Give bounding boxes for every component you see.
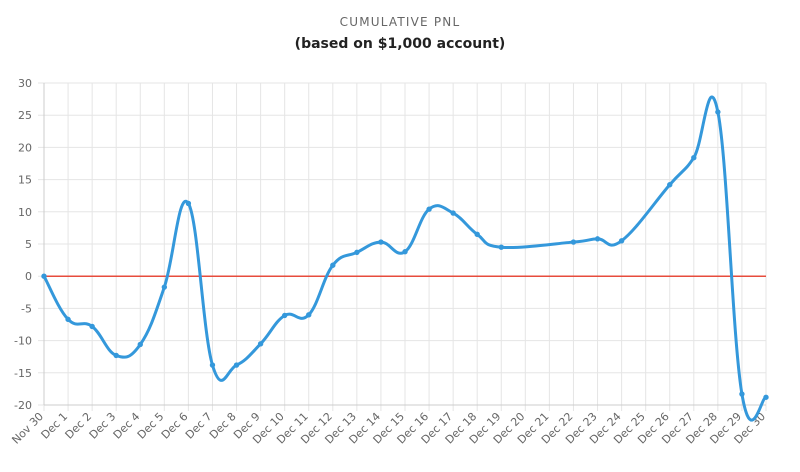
data-point xyxy=(113,352,119,359)
data-point xyxy=(161,284,168,290)
y-tick-label: 30 xyxy=(18,77,32,90)
data-point xyxy=(233,362,240,368)
y-tick-label: -5 xyxy=(21,302,32,315)
data-point xyxy=(594,236,601,242)
y-tick-label: -15 xyxy=(14,367,32,380)
data-point xyxy=(330,262,336,268)
data-point xyxy=(257,341,264,347)
y-tick-label: -20 xyxy=(14,399,32,412)
x-tick-label: Dec 5 xyxy=(135,410,167,442)
data-point xyxy=(306,312,312,318)
y-tick-label: 20 xyxy=(18,141,32,154)
x-tick-label: Dec 2 xyxy=(63,410,95,442)
grid-lines: 30 25 20 15 10 5 0 -5 -10 -15 -20 xyxy=(14,77,767,412)
data-point xyxy=(763,394,769,400)
data-point xyxy=(65,316,71,323)
data-point xyxy=(402,249,408,255)
data-point xyxy=(474,231,480,238)
data-point xyxy=(185,200,192,207)
y-tick-label: 25 xyxy=(18,109,32,122)
x-tick-label: Nov 30 xyxy=(9,410,46,447)
x-tick-label: Dec 8 xyxy=(207,410,239,442)
y-tick-label: 15 xyxy=(18,174,32,187)
x-tick-label: Dec 1 xyxy=(39,410,71,442)
data-point xyxy=(691,155,697,161)
x-tick-label: Dec 3 xyxy=(87,410,119,442)
x-tick-label: Dec 7 xyxy=(183,410,215,442)
y-tick-label: 5 xyxy=(25,238,32,251)
y-tick-label: -10 xyxy=(14,335,32,348)
x-tick-label: Dec 4 xyxy=(111,410,143,442)
data-point xyxy=(498,244,504,250)
data-point xyxy=(667,182,673,188)
series-points xyxy=(41,109,769,400)
data-point xyxy=(41,273,47,279)
data-point xyxy=(209,362,216,368)
data-point xyxy=(570,239,577,245)
data-point xyxy=(715,109,721,115)
chart-subtitle: (based on $1,000 account) xyxy=(294,36,506,52)
x-tick-label: Dec 6 xyxy=(159,410,191,442)
data-point xyxy=(739,391,745,397)
data-point xyxy=(137,341,143,348)
data-point xyxy=(426,206,432,212)
data-point xyxy=(89,323,95,330)
data-point xyxy=(378,239,384,245)
data-point xyxy=(618,238,625,244)
data-point xyxy=(450,210,456,216)
data-point xyxy=(354,249,360,256)
y-tick-label: 10 xyxy=(18,206,32,219)
chart-title: CUMULATIVE PNL xyxy=(339,15,461,29)
y-tick-label: 0 xyxy=(25,270,32,283)
data-point xyxy=(281,312,288,319)
